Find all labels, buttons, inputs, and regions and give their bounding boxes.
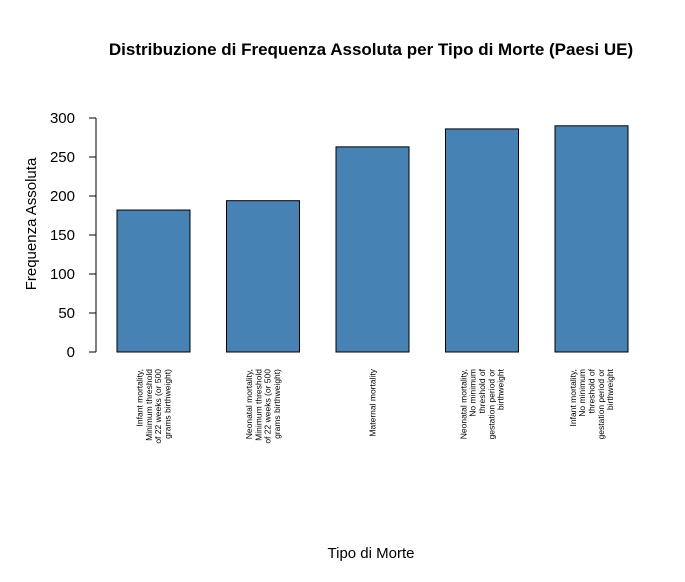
category-label-line: Minimum threshold bbox=[144, 369, 154, 441]
category-label-line: of 22 weeks (or 500 bbox=[263, 369, 273, 444]
y-axis-label: Frequenza Assoluta bbox=[23, 157, 40, 290]
y-tick-label: 0 bbox=[67, 344, 75, 361]
bar bbox=[116, 209, 191, 353]
category-label-line: birthweight bbox=[496, 368, 506, 410]
bar bbox=[335, 146, 410, 353]
y-tick-label: 150 bbox=[50, 227, 75, 244]
category-label-line: birthweight bbox=[605, 368, 615, 410]
category-label-line: Infant mortality, bbox=[568, 369, 578, 426]
y-axis: 0 50 100 150 200 250 300 bbox=[50, 110, 97, 361]
category-label-line: of 22 weeks (or 500 bbox=[153, 369, 163, 444]
category-label-line: Neonatal mortality, bbox=[458, 369, 468, 439]
y-tick-label: 50 bbox=[58, 305, 75, 322]
category-label: Infant mortality, Minimum threshold of 22 … bbox=[135, 369, 173, 444]
category-label-line: Maternal mortality bbox=[368, 368, 378, 436]
bar bbox=[554, 125, 629, 353]
category-label: Neonatal mortality, Minimum threshold of 2… bbox=[244, 369, 282, 444]
category-label-line: Neonatal mortality, bbox=[244, 369, 254, 439]
bars-group bbox=[116, 125, 629, 353]
category-label-line: gestation period or bbox=[486, 369, 496, 440]
chart-title: Distribuzione di Frequenza Assoluta per … bbox=[109, 40, 633, 59]
x-axis-label: Tipo di Morte bbox=[328, 545, 415, 562]
bar bbox=[445, 128, 519, 353]
category-label: Infant mortality, No minimum threshold of g… bbox=[568, 368, 615, 439]
category-label-line: threshold of bbox=[587, 368, 597, 413]
category-label-line: No minimum bbox=[468, 369, 478, 417]
y-tick-label: 100 bbox=[50, 266, 75, 283]
category-label-line: gestation period or bbox=[596, 369, 606, 440]
category-label-line: Infant mortality, bbox=[135, 369, 145, 426]
category-label-line: grams birthweight) bbox=[272, 369, 282, 439]
y-tick-label: 300 bbox=[50, 110, 75, 127]
y-tick-label: 250 bbox=[50, 149, 75, 166]
category-label-line: threshold of bbox=[477, 368, 487, 413]
category-label: Maternal mortality bbox=[368, 368, 378, 436]
category-label-line: No minimum bbox=[577, 369, 587, 417]
category-label-line: Minimum threshold bbox=[253, 369, 263, 441]
category-label: Neonatal mortality, No minimum threshold o… bbox=[458, 368, 505, 439]
category-labels-group: Infant mortality, Minimum threshold of 22 … bbox=[135, 368, 616, 443]
category-label-line: grams birthweight) bbox=[162, 369, 172, 439]
y-tick-label: 200 bbox=[50, 188, 75, 205]
bar bbox=[226, 200, 300, 353]
